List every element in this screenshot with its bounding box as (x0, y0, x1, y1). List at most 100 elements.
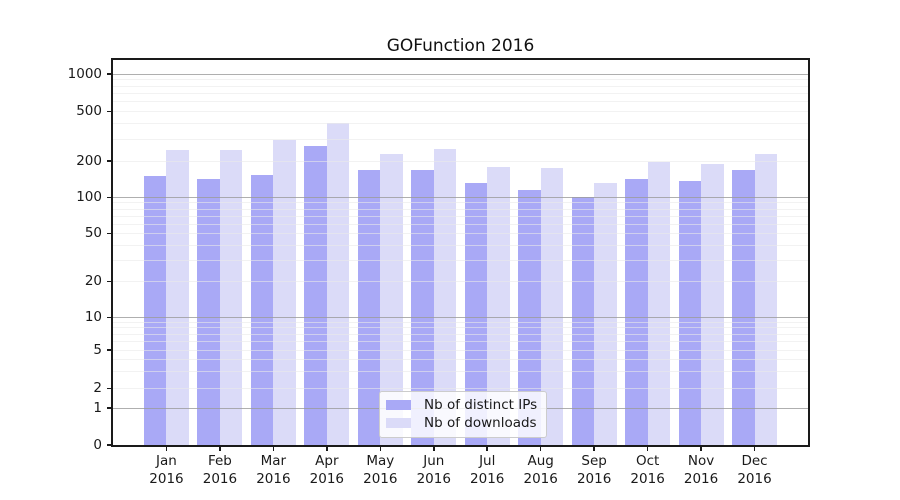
gridline-major-1000 (113, 73, 808, 75)
x-tick-label-aug: Aug 2016 (511, 453, 571, 488)
bar-downloads-aug (540, 167, 564, 445)
month-label: Nov (687, 453, 715, 469)
x-tick-mark (272, 447, 275, 451)
month-label: Aug (527, 453, 554, 469)
bar-distinct-ips-sep (571, 197, 595, 445)
gridline-minor (113, 111, 808, 112)
month-label: Dec (741, 453, 768, 469)
x-tick-mark (593, 447, 595, 451)
year-label: 2016 (363, 470, 398, 487)
gridline-minor (113, 259, 808, 261)
bar-downloads-mar (273, 140, 296, 445)
x-tick-label-oct: Oct 2016 (618, 453, 678, 488)
y-tick-label-0: 0 (93, 436, 102, 453)
y-tick-mark (107, 316, 112, 318)
gridline-minor (113, 202, 808, 204)
gridline-minor (113, 340, 808, 342)
bar-downloads-jul (487, 166, 510, 445)
y-tick-label-500: 500 (76, 103, 102, 119)
x-tick-mark (700, 447, 702, 451)
x-tick-mark (539, 447, 542, 451)
grid-layer (113, 60, 808, 445)
gridline-major-10 (113, 317, 808, 318)
bar-downloads-nov (701, 164, 724, 445)
gridline-minor (113, 123, 808, 125)
y-tick-mark (107, 232, 112, 234)
x-tick-label-may: May 2016 (350, 453, 410, 488)
gridline-minor (113, 244, 808, 246)
bar-distinct-ips-apr (304, 145, 327, 445)
year-label: 2016 (470, 470, 505, 487)
year-label: 2016 (576, 470, 612, 487)
y-tick-mark (107, 280, 112, 282)
x-tick-mark (486, 447, 488, 451)
year-label: 2016 (309, 470, 345, 487)
y-tick-label-50: 50 (84, 225, 102, 241)
gridline-minor (113, 215, 808, 217)
bar-downloads-oct (647, 161, 671, 445)
bar-distinct-ips-may (357, 169, 381, 445)
legend-row: Nb of downloads (386, 414, 538, 432)
year-label: 2016 (202, 470, 238, 487)
x-tick-mark (753, 447, 756, 451)
y-tick-mark (107, 349, 112, 351)
month-label: Sep (581, 453, 607, 469)
y-tick-mark (107, 387, 112, 389)
x-tick-label-jan: Jan 2016 (136, 453, 196, 488)
y-tick-label-20: 20 (84, 273, 102, 289)
x-tick-label-jun: Jun 2016 (404, 453, 464, 488)
chart-title: GOFunction 2016 (386, 36, 535, 56)
bar-distinct-ips-jul (464, 182, 488, 445)
gridline-minor (113, 388, 808, 389)
y-tick-label-100: 100 (76, 189, 102, 205)
legend-label: Nb of downloads (424, 415, 537, 431)
gridline-minor (113, 223, 808, 225)
legend-swatch-icon (386, 400, 411, 410)
month-label: Jun (423, 453, 445, 469)
y-tick-mark (107, 407, 112, 409)
x-tick-label-feb: Feb 2016 (190, 453, 250, 488)
x-tick-label-jul: Jul 2016 (457, 453, 517, 488)
y-tick-label-2: 2 (93, 380, 102, 396)
bar-distinct-ips-mar (250, 174, 274, 445)
month-label: Jan (156, 453, 177, 469)
x-tick-label-apr: Apr 2016 (297, 453, 357, 488)
plot-area: Nb of distinct IPs Nb of downloads (111, 58, 810, 447)
gridline-minor (113, 281, 808, 282)
bar-distinct-ips-jan (143, 176, 167, 445)
month-label: Oct (635, 453, 660, 469)
y-tick-mark (107, 110, 112, 112)
bar-distinct-ips-nov (678, 180, 702, 445)
y-tick-mark (107, 160, 112, 162)
bar-downloads-may (380, 153, 403, 445)
year-label: 2016 (416, 470, 451, 487)
year-label: 2016 (149, 470, 184, 487)
y-tick-label-200: 200 (76, 152, 102, 169)
y-tick-label-1000: 1000 (67, 65, 102, 82)
x-tick-mark (326, 447, 328, 451)
month-label: Apr (315, 453, 339, 469)
gridline-minor (113, 160, 808, 162)
gridline-minor (113, 333, 808, 335)
gridline-minor (113, 85, 808, 87)
x-tick-label-dec: Dec 2016 (725, 453, 785, 488)
year-label: 2016 (737, 470, 772, 487)
y-tick-mark (107, 196, 112, 198)
gridline-minor (113, 92, 808, 94)
legend-swatch-icon (386, 418, 411, 428)
x-tick-mark (219, 447, 221, 451)
year-label: 2016 (683, 470, 719, 487)
bar-downloads-apr (326, 123, 350, 445)
y-tick-label-1: 1 (93, 399, 102, 416)
month-label: May (366, 453, 395, 469)
x-tick-label-nov: Nov 2016 (671, 453, 731, 488)
gridline-minor (113, 233, 808, 234)
legend-row: Nb of distinct IPs (386, 396, 538, 414)
gridline-minor (113, 358, 808, 360)
y-tick-mark (107, 444, 112, 446)
gridline-major-100 (113, 197, 808, 198)
bar-distinct-ips-jun (411, 170, 434, 445)
y-tick-label-10: 10 (84, 309, 102, 325)
y-tick-label-5: 5 (93, 341, 102, 358)
